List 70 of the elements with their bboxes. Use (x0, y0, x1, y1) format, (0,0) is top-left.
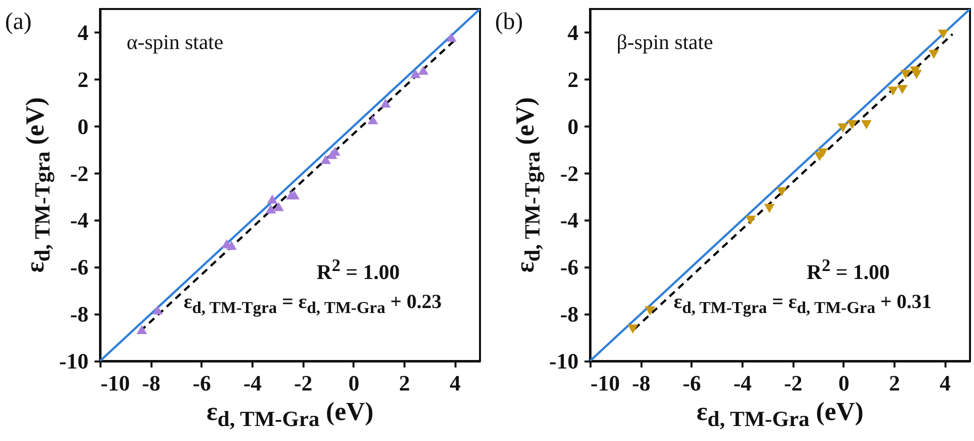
point (644, 306, 656, 316)
annotation: ε$_{d, TM-Tgra}$ = ε$_{d, TM-Gra}$ + 0.23 (184, 290, 442, 318)
y-tick-label: -6 (560, 254, 578, 280)
annotation: β-spin state (616, 30, 714, 56)
point (152, 305, 163, 314)
point (266, 204, 276, 214)
y-tick-label: 4 (568, 20, 578, 45)
x-tick-label: -2 (784, 370, 802, 396)
point (446, 32, 457, 42)
point (776, 187, 788, 196)
point (900, 70, 911, 80)
x-tick-label: -4 (243, 370, 262, 396)
point (320, 154, 331, 164)
point (368, 115, 378, 124)
point (418, 66, 428, 75)
annotation: α-spin state (126, 30, 224, 56)
point (410, 68, 421, 78)
point (380, 98, 391, 108)
x-tick-label: -6 (682, 370, 701, 396)
y-tick-label: -2 (70, 160, 88, 186)
point (817, 148, 828, 158)
x-tick-label: -10 (590, 370, 620, 396)
point (846, 120, 858, 130)
point (226, 240, 237, 250)
point (928, 50, 940, 59)
x-axis-title: ε$_{d, TM-Gra}$ (eV) (696, 397, 864, 432)
y-tick-label: 4 (78, 20, 88, 45)
x-tick-label: 0 (838, 370, 850, 396)
point (838, 123, 848, 133)
x-tick-label: 2 (889, 370, 900, 396)
x-tick-label: -8 (142, 370, 160, 396)
point (938, 30, 948, 39)
x-tick-label: -6 (192, 370, 211, 396)
text: (a) (5, 9, 32, 36)
x-tick-label: -4 (733, 370, 752, 396)
y-tick-label: -10 (59, 348, 88, 374)
point (745, 216, 756, 225)
point (897, 84, 908, 94)
point (136, 325, 148, 334)
x-tick-label: 4 (450, 370, 461, 396)
x-tick-label: 0 (348, 370, 360, 396)
y-tick-label: -4 (560, 208, 578, 233)
annotation: R$^{2}$ = 1.00 (806, 255, 890, 286)
annotation: ε$_{d, TM-Tgra}$ = ε$_{d, TM-Gra}$ + 0.31 (674, 290, 932, 318)
point (764, 204, 775, 214)
point (273, 202, 284, 212)
y-tick-label: -2 (560, 160, 578, 186)
x-tick-label: 2 (399, 370, 410, 396)
point (861, 120, 872, 130)
x-tick-label: -2 (294, 370, 312, 396)
y-tick-label: -8 (70, 302, 88, 327)
y-tick-label: -8 (560, 302, 578, 327)
x-tick-label: 4 (940, 370, 951, 396)
point (911, 70, 922, 80)
y-tick-label: 0 (568, 114, 578, 139)
point (888, 86, 898, 96)
y-tick-label: -10 (549, 348, 578, 374)
x-axis-title: ε$_{d, TM-Gra}$ (eV) (206, 397, 374, 432)
y-tick-label: 0 (78, 114, 88, 139)
y-tick-label: -4 (70, 208, 88, 233)
x-tick-label: -10 (100, 370, 130, 396)
y-tick-label: -6 (70, 254, 88, 280)
annotation: R$^{2}$ = 1.00 (316, 255, 400, 286)
point (267, 194, 278, 204)
point (289, 190, 300, 200)
y-tick-label: 2 (78, 66, 88, 92)
x-tick-label: -8 (632, 370, 650, 396)
y-tick-label: 2 (568, 66, 578, 92)
point (628, 324, 638, 334)
text: (b) (495, 9, 523, 36)
